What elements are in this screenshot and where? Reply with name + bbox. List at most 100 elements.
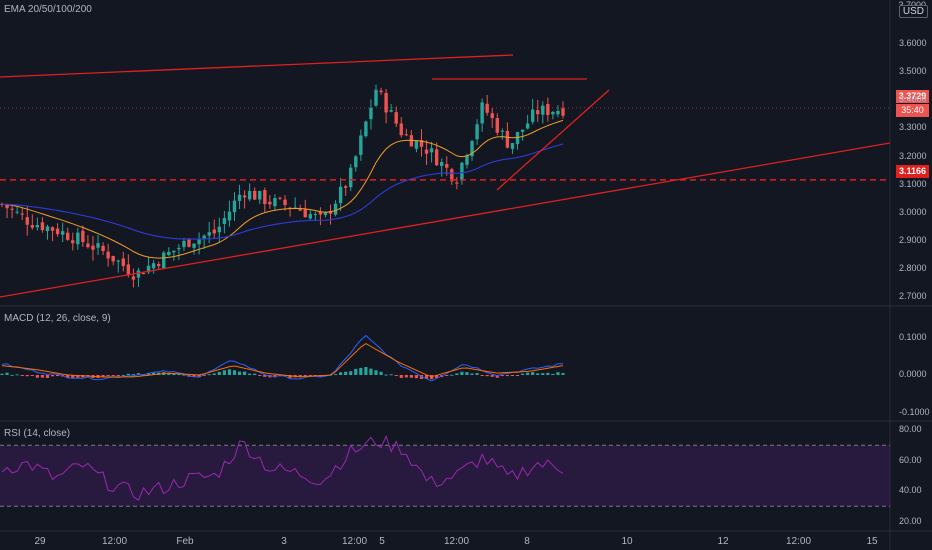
candle-body — [303, 209, 307, 218]
macd-histogram-bar — [556, 372, 560, 375]
macd-histogram-bar — [202, 375, 206, 376]
candle-body — [530, 109, 535, 122]
macd-histogram-bar — [116, 375, 120, 376]
candle-body — [86, 243, 90, 248]
candle-body — [268, 201, 272, 205]
currency-badge[interactable]: USD — [898, 5, 928, 18]
x-tick-label: 12:00 — [444, 536, 470, 547]
candle-body — [237, 194, 242, 201]
macd-histogram-bar — [15, 374, 19, 376]
macd-indicator-title[interactable]: MACD (12, 26, close, 9) — [4, 313, 111, 324]
y-tick-label: 3.3000 — [899, 122, 927, 133]
macd-histogram-bar — [248, 373, 252, 375]
x-tick-label: 15 — [866, 536, 878, 547]
candle-body — [60, 231, 65, 235]
x-tick-label: 12:00 — [786, 536, 812, 547]
candle-body — [5, 204, 9, 209]
rsi-band — [0, 445, 890, 507]
candle-body — [283, 199, 287, 206]
macd-signal-line — [1, 343, 564, 378]
candle-body — [172, 250, 176, 253]
x-tick-label: 29 — [34, 536, 46, 547]
x-tick-label: 8 — [524, 536, 530, 547]
macd-histogram-bar — [71, 375, 75, 378]
macd-histogram-bar — [5, 372, 9, 375]
candle-body — [136, 270, 141, 278]
x-tick-label: 12:00 — [102, 536, 128, 547]
candle-body — [156, 264, 161, 267]
rsi-indicator-title[interactable]: RSI (14, close) — [4, 428, 71, 439]
macd-histogram-bar — [384, 374, 388, 376]
candle-body — [333, 203, 338, 215]
x-tick-label: 12 — [717, 536, 729, 547]
candle-body — [76, 232, 80, 245]
candle-body — [106, 251, 110, 259]
candle-body — [278, 197, 282, 199]
candle-body — [116, 260, 120, 262]
candle-body — [15, 211, 19, 213]
candle-body — [111, 255, 115, 262]
candle-body — [445, 163, 449, 168]
macd-histogram-bar — [561, 373, 565, 375]
macd-histogram-bar — [197, 375, 201, 378]
candle-body — [414, 140, 419, 149]
candle-body — [343, 186, 348, 188]
macd-histogram-bar — [0, 373, 4, 375]
y-tick-label: 20.00 — [899, 515, 922, 526]
macd-histogram-bar — [263, 375, 267, 377]
candle-body — [30, 225, 35, 228]
candle-body — [399, 123, 403, 136]
macd-histogram-bar — [445, 375, 449, 376]
candle-body — [455, 182, 459, 184]
candle-body — [394, 112, 398, 124]
candle-body — [338, 186, 343, 204]
macd-histogram-bar — [222, 370, 226, 375]
x-tick-label: 10 — [621, 536, 633, 547]
macd-histogram-bar — [531, 372, 535, 375]
candle-body — [419, 140, 424, 147]
candle-body — [232, 200, 237, 213]
macd-histogram-bar — [35, 375, 39, 378]
candle-body — [131, 276, 136, 280]
y-tick-label: 3.1000 — [899, 178, 927, 189]
macd-histogram-bar — [55, 375, 60, 377]
y-tick-label: 3.4000 — [899, 94, 927, 105]
y-tick-label: 2.7000 — [899, 291, 927, 301]
macd-histogram-bar — [182, 374, 186, 376]
candle-body — [66, 232, 70, 240]
candle-body — [495, 118, 499, 133]
ema-long-line — [1, 143, 564, 240]
y-tick-label: 0.0000 — [899, 369, 927, 379]
macd-histogram-bar — [455, 373, 459, 375]
macd-histogram-bar — [394, 375, 398, 376]
macd-histogram-bar — [333, 374, 338, 376]
macd-histogram-bar — [20, 375, 24, 376]
y-tick-label: 3.2000 — [899, 150, 927, 161]
candle-body — [379, 90, 383, 93]
resistance-trendline — [0, 54, 514, 78]
y-tick-label: 0.1000 — [899, 331, 927, 342]
candle-body — [35, 224, 40, 228]
macd-histogram-bar — [40, 375, 45, 378]
candle-body — [541, 105, 545, 115]
candle-body — [55, 228, 60, 235]
macd-histogram-bar — [126, 373, 130, 375]
macd-histogram-bar — [465, 372, 469, 375]
macd-histogram-bar — [399, 375, 403, 378]
macd-histogram-bar — [374, 370, 378, 375]
macd-histogram-bar — [308, 375, 312, 376]
candle-body — [222, 218, 227, 224]
ema-indicator-title[interactable]: EMA 20/50/100/200 — [4, 4, 92, 15]
macd-histogram-bar — [86, 375, 90, 376]
macd-histogram-bar — [146, 372, 151, 375]
macd-histogram-bar — [515, 375, 520, 376]
macd-histogram-bar — [404, 375, 408, 378]
macd-histogram-bar — [30, 375, 34, 376]
ema-short-line — [1, 119, 564, 259]
candle-body — [10, 208, 14, 210]
y-tick-label: 60.00 — [899, 454, 922, 465]
y-tick-label: 2.8000 — [899, 262, 927, 273]
macd-histogram-bar — [480, 375, 484, 376]
